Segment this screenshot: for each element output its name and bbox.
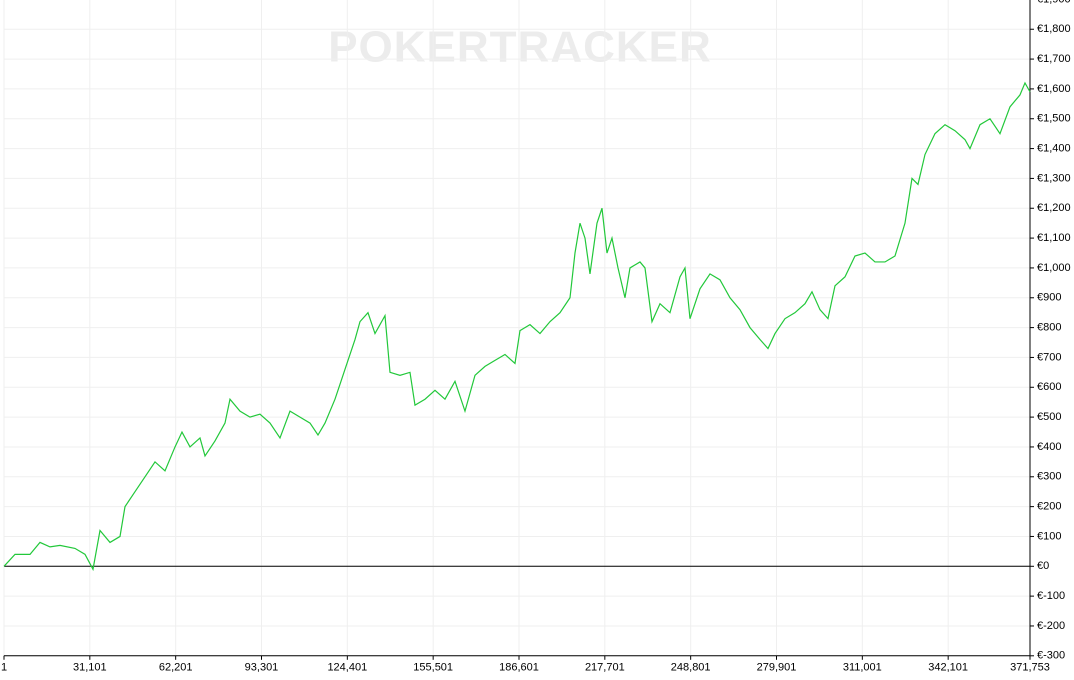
y-tick-label: €1,600	[1037, 83, 1071, 95]
y-tick-label: €1,900	[1037, 0, 1071, 5]
x-tick-label: 371,753	[1010, 662, 1050, 674]
y-tick-label: €1,800	[1037, 23, 1071, 35]
y-tick-label: €1,000	[1037, 262, 1071, 274]
x-tick-label: 311,001	[843, 662, 882, 674]
y-tick-label: €-200	[1037, 620, 1065, 632]
line	[3, 81, 1031, 572]
x-tick-label: 93,301	[245, 662, 279, 674]
y-tick-label: €700	[1037, 351, 1061, 363]
y-tick-label: €900	[1037, 292, 1061, 304]
x-tick-label: 217,701	[585, 662, 625, 674]
x-tick-label: 31,101	[73, 662, 107, 674]
y-tick-label: €600	[1037, 381, 1061, 393]
y-tick-label: €1,500	[1037, 113, 1071, 125]
y-tick-label: €800	[1037, 322, 1061, 334]
y-tick-label: €1,300	[1037, 172, 1071, 184]
x-tick-label: 186,601	[499, 662, 539, 674]
watermark: POKERTRACKER	[328, 23, 712, 72]
x-tick-label: 279,901	[757, 662, 797, 674]
x-tick-label: 62,201	[159, 662, 193, 674]
y-tick-label: €-300	[1037, 650, 1065, 662]
y-tick-label: €1,700	[1037, 53, 1071, 65]
x-tick-label: 155,501	[413, 662, 453, 674]
y-tick-label: €1,200	[1037, 202, 1071, 214]
y-tick-label: €0	[1037, 560, 1049, 572]
x-tick-label: 342,101	[928, 662, 968, 674]
y-tick-label: €-100	[1037, 590, 1065, 602]
y-tick-label: €500	[1037, 411, 1061, 423]
x-tick-label: 248,801	[671, 662, 711, 674]
x-tick-label: 1	[1, 662, 7, 674]
y-tick-label: €1,100	[1037, 232, 1071, 244]
y-tick-label: €100	[1037, 530, 1061, 542]
y-tick-label: €200	[1037, 501, 1061, 513]
y-tick-label: €1,400	[1037, 142, 1071, 154]
y-tick-label: €300	[1037, 471, 1061, 483]
x-tick-label: 124,401	[327, 662, 367, 674]
y-tick-label: €400	[1037, 441, 1061, 453]
